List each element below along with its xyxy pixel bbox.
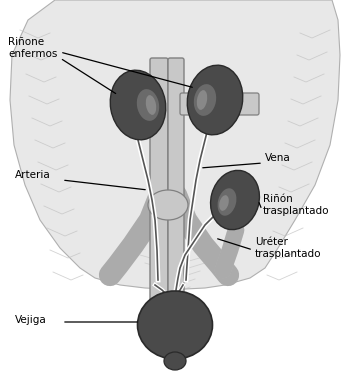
Ellipse shape [194,84,216,116]
Ellipse shape [187,65,243,135]
Text: Riñón
trasplantado: Riñón trasplantado [263,194,329,216]
Ellipse shape [218,188,236,216]
FancyBboxPatch shape [168,58,184,312]
Ellipse shape [138,291,212,359]
Ellipse shape [164,352,186,370]
Text: Vejiga: Vejiga [15,315,47,325]
Polygon shape [10,0,340,289]
Text: Arteria: Arteria [15,170,51,180]
Ellipse shape [211,170,259,230]
Text: Riñone
enfermos: Riñone enfermos [8,37,57,59]
Ellipse shape [148,190,188,220]
Text: Vena: Vena [265,153,291,163]
Ellipse shape [110,70,166,140]
FancyBboxPatch shape [180,93,259,115]
Ellipse shape [137,89,159,121]
Ellipse shape [219,195,229,211]
Ellipse shape [146,95,156,115]
FancyBboxPatch shape [150,58,168,312]
Ellipse shape [197,90,207,110]
FancyBboxPatch shape [113,93,154,115]
Text: Uréter
trasplantado: Uréter trasplantado [255,237,322,259]
